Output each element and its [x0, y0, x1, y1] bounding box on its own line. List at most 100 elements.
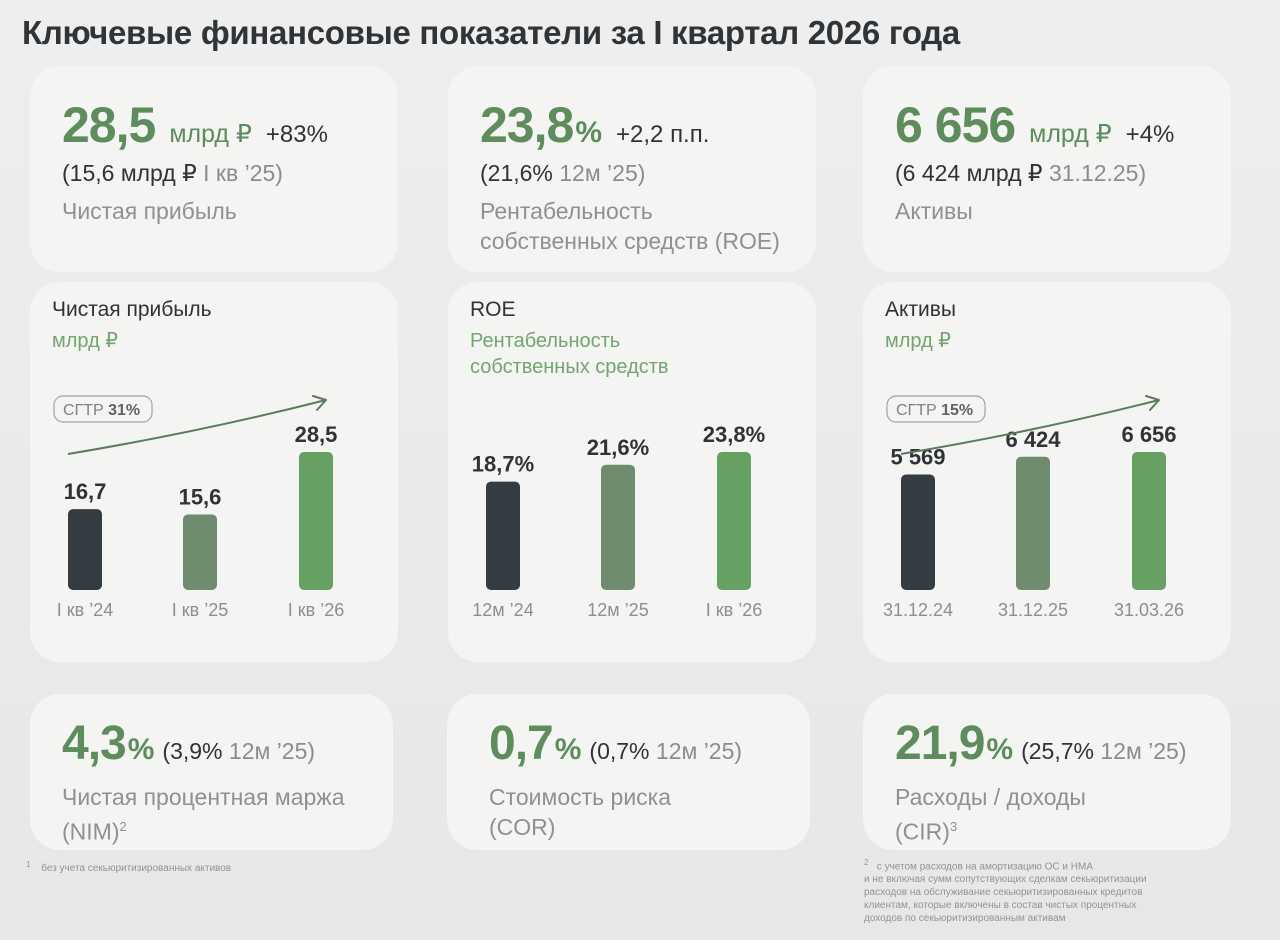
kpi-card-cor: 0,7% (0,7% 12м ’25) Стоимость риска (COR…: [447, 694, 810, 850]
kpi-caption-line: (NIM): [62, 818, 120, 845]
chart-subtitle-line: собственных средств: [470, 356, 669, 378]
data-label: 23,8%: [703, 422, 765, 447]
data-label: 28,5: [295, 422, 338, 447]
x-tick-label: 12м ’24: [472, 600, 533, 620]
cagr-label: СГТР 31%: [63, 402, 140, 419]
kpi-card-assets: 6 656 млрд ₽ +4% (6 424 млрд ₽ 31.12.25)…: [863, 66, 1231, 272]
trend-arrow-head: [312, 395, 327, 411]
cagr-pill: [53, 395, 153, 423]
bar: [717, 452, 751, 590]
kpi-percent-sign: %: [127, 733, 155, 766]
data-label: 16,7: [64, 479, 107, 504]
footnote-line: доходов по секьюритизированным активам: [864, 913, 1066, 925]
kpi-card-nim: 4,3% (3,9% 12м ’25) Чистая процентная ма…: [30, 694, 393, 850]
chart-roe: 18,7% 12м ’24 21,6% 12м ’25 23,8% I кв ’26: [472, 422, 765, 620]
kpi-value: 0,7: [489, 717, 554, 770]
chart-subtitle-line: Рентабельность: [470, 330, 621, 352]
kpi-delta: +83%: [265, 121, 328, 148]
data-label: 21,6%: [587, 435, 649, 460]
kpi-card-roe: 23,8% +2,2 п.п. (21,6% 12м ’25) Рентабел…: [448, 66, 816, 272]
kpi-delta: +2,2 п.п.: [616, 121, 710, 148]
kpi-ref-period: 12м ’25): [559, 160, 646, 186]
kpi-caption-line: Рентабельность: [480, 198, 653, 224]
x-tick-label: 31.12.24: [883, 600, 953, 620]
bar: [183, 514, 217, 590]
data-label: 18,7%: [472, 452, 534, 477]
footnote-left: 1 без учета секьюритизированных активов: [26, 858, 231, 875]
kpi-ref-period: 12м ’25): [1100, 738, 1187, 764]
footnote-line: и не включая сумм сопутствующих сделкам …: [864, 874, 1147, 886]
kpi-value: 21,9: [895, 717, 985, 770]
x-tick-label: 31.12.25: [998, 600, 1068, 620]
chart-title: Активы: [885, 298, 957, 321]
bar: [1132, 452, 1166, 590]
footnote-line: расходов на обслуживание секьюритизирова…: [864, 887, 1143, 899]
kpi-caption-line: собственных средств (ROE): [480, 228, 780, 254]
kpi-ref-value: (25,7%: [1021, 738, 1094, 764]
chart-title: ROE: [470, 298, 516, 321]
kpi-ref-value: (21,6%: [480, 160, 553, 186]
kpi-caption-line: (CIR): [895, 818, 950, 845]
x-tick-label: 12м ’25: [587, 600, 648, 620]
x-tick-label: 31.03.26: [1114, 600, 1184, 620]
kpi-ref-value: (6 424 млрд ₽: [895, 160, 1043, 186]
kpi-ref-value: (0,7%: [589, 738, 650, 764]
data-label: 6 656: [1121, 422, 1176, 447]
data-label: 6 424: [1005, 427, 1061, 452]
chart-subtitle: млрд ₽: [52, 330, 119, 352]
trend-arrow-line: [900, 399, 1160, 455]
chart-title: Чистая прибыль: [52, 298, 212, 321]
kpi-ref-period: 31.12.25): [1048, 160, 1147, 186]
footnote-line: с учетом расходов на амортизацию ОС и НМ…: [876, 861, 1094, 873]
kpi-ref-value: (3,9%: [162, 738, 223, 764]
kpi-unit: млрд ₽: [169, 120, 252, 148]
x-tick-label: I кв ’26: [706, 600, 762, 620]
cagr-pill: [886, 395, 986, 423]
kpi-caption-line: Расходы / доходы: [895, 784, 1086, 810]
trend-arrow-head: [1145, 395, 1160, 411]
footnote-line: клиентам, которые включены в состав чист…: [864, 900, 1137, 912]
x-tick-label: I кв ’24: [57, 600, 113, 620]
footnote-text: без учета секьюритизированных активов: [41, 863, 232, 875]
kpi-value: 4,3: [62, 717, 127, 770]
footnote-marker: 2: [864, 858, 869, 867]
footnote-marker: 2: [119, 819, 127, 834]
kpi-percent-sign: %: [986, 733, 1014, 766]
page-title: Ключевые финансовые показатели за I квар…: [22, 14, 960, 51]
chart-card-net-profit: Чистая прибыль млрд ₽ 16,7 I кв ’24 15,6 I …: [30, 282, 398, 662]
data-label: 15,6: [179, 484, 222, 509]
bar: [601, 464, 635, 590]
kpi-value: 23,8: [480, 97, 574, 153]
bar: [1016, 456, 1050, 590]
footnote-marker: 1: [26, 860, 31, 869]
kpi-caption-line: (COR): [489, 814, 556, 840]
kpi-ref-period: 12м ’25): [228, 738, 316, 764]
kpi-caption-line: Чистая процентная маржа: [62, 784, 345, 810]
kpi-ref-period: I кв ’25): [203, 160, 283, 186]
footnote-marker: 3: [949, 819, 958, 834]
chart-card-roe: ROE Рентабельность собственных средств 1…: [448, 282, 816, 662]
x-tick-label: I кв ’25: [172, 600, 228, 620]
trend-arrow-line: [67, 399, 327, 455]
kpi-value: 28,5: [62, 97, 156, 153]
kpi-percent-sign: %: [575, 116, 603, 149]
footnote-right: 2 с учетом расходов на амортизацию ОС и …: [864, 856, 1232, 925]
bar: [901, 474, 935, 590]
kpi-caption: Чистая прибыль: [62, 198, 237, 224]
bar: [486, 481, 520, 590]
chart-card-assets: Активы млрд ₽ 5 569 31.12.24 6 424 31.12.25…: [863, 282, 1231, 662]
kpi-caption-line: Стоимость риска: [489, 784, 672, 810]
x-tick-label: I кв ’26: [288, 600, 344, 620]
bar: [299, 452, 333, 590]
cagr-value: 15%: [941, 402, 973, 419]
kpi-ref-period: 12м ’25): [655, 738, 743, 764]
bar: [68, 509, 102, 590]
kpi-value: 6 656: [895, 97, 1016, 153]
cagr-value: 31%: [108, 402, 140, 419]
cagr-label: СГТР 15%: [896, 402, 973, 419]
chart-subtitle: млрд ₽: [885, 330, 952, 352]
kpi-caption: Активы: [895, 198, 973, 224]
kpi-card-net-profit: 28,5 млрд ₽ +83% (15,6 млрд ₽ I кв ’25) …: [30, 66, 398, 272]
chart-net-profit: 16,7 I кв ’24 15,6 I кв ’25 28,5 I кв ’26 СГТР…: [53, 395, 344, 620]
